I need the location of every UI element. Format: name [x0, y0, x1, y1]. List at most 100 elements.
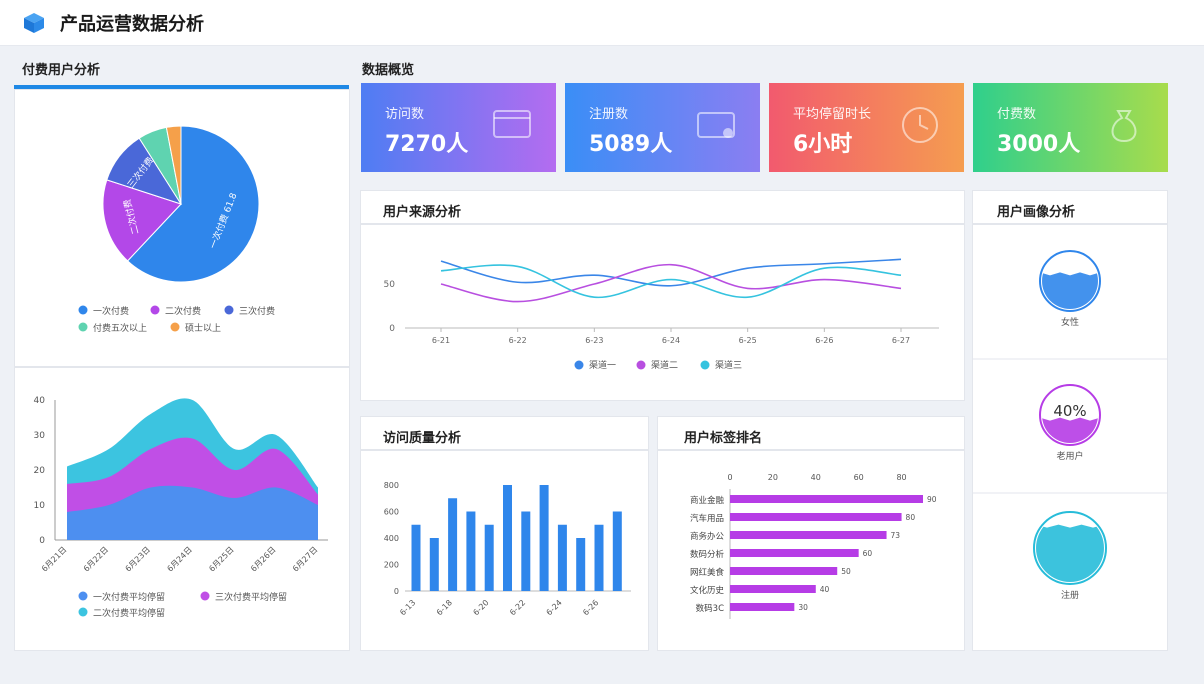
category-label: 网红美食	[690, 567, 725, 578]
bar	[503, 485, 512, 591]
y-tick-label: 40	[34, 396, 46, 406]
legend-label: 硕士以上	[185, 322, 221, 334]
money-bag-icon	[1111, 110, 1137, 143]
bar	[612, 511, 622, 591]
bar	[730, 531, 887, 539]
x-tick-label: 6月22日	[82, 545, 110, 573]
x-tick-label: 20	[768, 473, 778, 482]
value-label: 80	[906, 513, 916, 522]
gauge-label: 女性	[1061, 316, 1079, 328]
page-title: 产品运营数据分析	[60, 13, 204, 35]
stat-card: 注册数 5089人	[565, 83, 760, 172]
user-source-header: 用户来源分析	[360, 190, 965, 224]
bar	[594, 524, 604, 591]
bar	[730, 603, 795, 611]
stat-label: 平均停留时长	[793, 107, 872, 122]
legend-label: 一次付费	[93, 305, 129, 317]
pie-slice	[165, 125, 182, 205]
pie-panel: 一次付费 61.8 二次付费 三次付费 一次付费 二次付费 三次付费 付费五次以上 硕士以上	[14, 89, 350, 367]
legend-swatch	[78, 607, 88, 617]
legend-swatch	[224, 305, 234, 315]
x-tick-label: 6-25	[739, 336, 757, 345]
x-tick-label: 6月21日	[40, 545, 68, 573]
bar	[484, 524, 494, 591]
category-label: 商务办公	[690, 531, 725, 542]
value-label: 50	[841, 567, 851, 576]
legend-swatch	[78, 322, 88, 332]
x-tick-label: 80	[896, 473, 906, 482]
x-tick-label: 6-22	[508, 598, 527, 617]
paid-users-title: 付费用户分析	[22, 63, 101, 78]
bar	[539, 485, 549, 591]
gauge-panel: 女性 40% 老用户 注册	[972, 224, 1168, 651]
legend-label: 三次付费平均停留	[215, 591, 287, 603]
y-tick-label: 0	[394, 587, 399, 596]
legend-swatch	[150, 305, 160, 315]
gauge-label: 注册	[1061, 589, 1079, 601]
legend-label: 渠道三	[715, 359, 742, 371]
top-bar: 产品运营数据分析	[0, 0, 1204, 46]
gauge-liquid	[1036, 524, 1104, 582]
bar	[576, 538, 586, 591]
y-tick-label: 0	[39, 536, 45, 546]
stat-value: 7270人	[385, 132, 469, 157]
bar	[730, 567, 838, 575]
x-tick-label: 60	[854, 473, 864, 482]
bar-panel: 0 200 400 600 800 6-13 6-18 6-20 6-22 6-24 6-26	[360, 450, 649, 651]
card-icon	[697, 112, 735, 138]
x-tick-label: 6-18	[435, 598, 454, 617]
area-panel: 0 10 20 30 40 6月21日 6月22日 6月23日 6月24日 6月25日 6月26日 6…	[14, 367, 350, 651]
user-source-title: 用户来源分析	[383, 205, 462, 220]
active-tab-indicator	[14, 85, 349, 89]
legend-swatch	[78, 305, 88, 315]
bar	[730, 585, 816, 593]
stat-card: 付费数 3000人	[973, 83, 1168, 172]
hbar-panel: 0 20 40 60 80 商业金融 90 汽车用品 80 商务办公 73 数码分析 60 网红美食 50 文…	[657, 450, 965, 651]
value-label: 30	[798, 603, 808, 612]
visit-quality-header: 访问质量分析	[360, 416, 649, 450]
bar	[466, 511, 476, 591]
bar	[521, 511, 531, 591]
value-label: 90	[927, 495, 937, 504]
legend-label: 付费五次以上	[93, 322, 147, 334]
user-profile-header: 用户画像分析	[972, 190, 1168, 224]
bar	[448, 498, 458, 591]
line-series	[440, 263, 902, 303]
bar	[730, 513, 902, 521]
legend-swatch	[636, 360, 646, 370]
icon-shape	[1111, 110, 1137, 143]
bar	[730, 495, 923, 503]
user-tags-header: 用户标签排名	[657, 416, 965, 450]
y-tick-label: 600	[384, 508, 399, 517]
user-tags-title: 用户标签排名	[684, 431, 763, 446]
y-tick-label: 30	[34, 431, 46, 441]
y-tick-label: 400	[384, 534, 399, 543]
y-tick-label: 0	[389, 324, 395, 334]
pie-slice	[126, 125, 260, 283]
x-tick-label: 6月26日	[249, 545, 277, 573]
x-tick-label: 6-20	[471, 598, 490, 617]
area-chart: 0 10 20 30 40 6月21日 6月22日 6月23日 6月24日 6月25日 6月26日 6…	[34, 396, 328, 619]
x-tick-label: 6-23	[585, 336, 603, 345]
area-series	[67, 485, 318, 540]
category-label: 商业金融	[690, 495, 725, 506]
stat-label: 访问数	[385, 107, 425, 122]
stat-value: 3000人	[997, 132, 1081, 157]
horizontal-bar-chart: 0 20 40 60 80 商业金融 90 汽车用品 80 商务办公 73 数码分析 60 网红美食 50 文…	[690, 473, 937, 619]
pie-slice	[102, 179, 182, 262]
legend-label: 三次付费	[239, 305, 275, 317]
x-tick-label: 6-24	[662, 336, 680, 345]
legend-swatch	[574, 360, 584, 370]
gauge-label: 老用户	[1056, 450, 1083, 462]
line-series	[440, 264, 902, 299]
stat-card: 平均停留时长 6小时	[769, 83, 964, 172]
stat-label: 注册数	[589, 107, 629, 122]
icon-shape	[697, 112, 735, 138]
legend-label: 二次付费平均停留	[93, 607, 165, 619]
line-panel: 0 50 6-21 6-22 6-23 6-24 6-25 6-26 6-27 渠道一 渠道二 渠道三	[360, 224, 965, 401]
x-tick-label: 6-21	[432, 336, 450, 345]
x-tick-label: 6月27日	[291, 545, 319, 573]
y-tick-label: 200	[384, 561, 399, 570]
